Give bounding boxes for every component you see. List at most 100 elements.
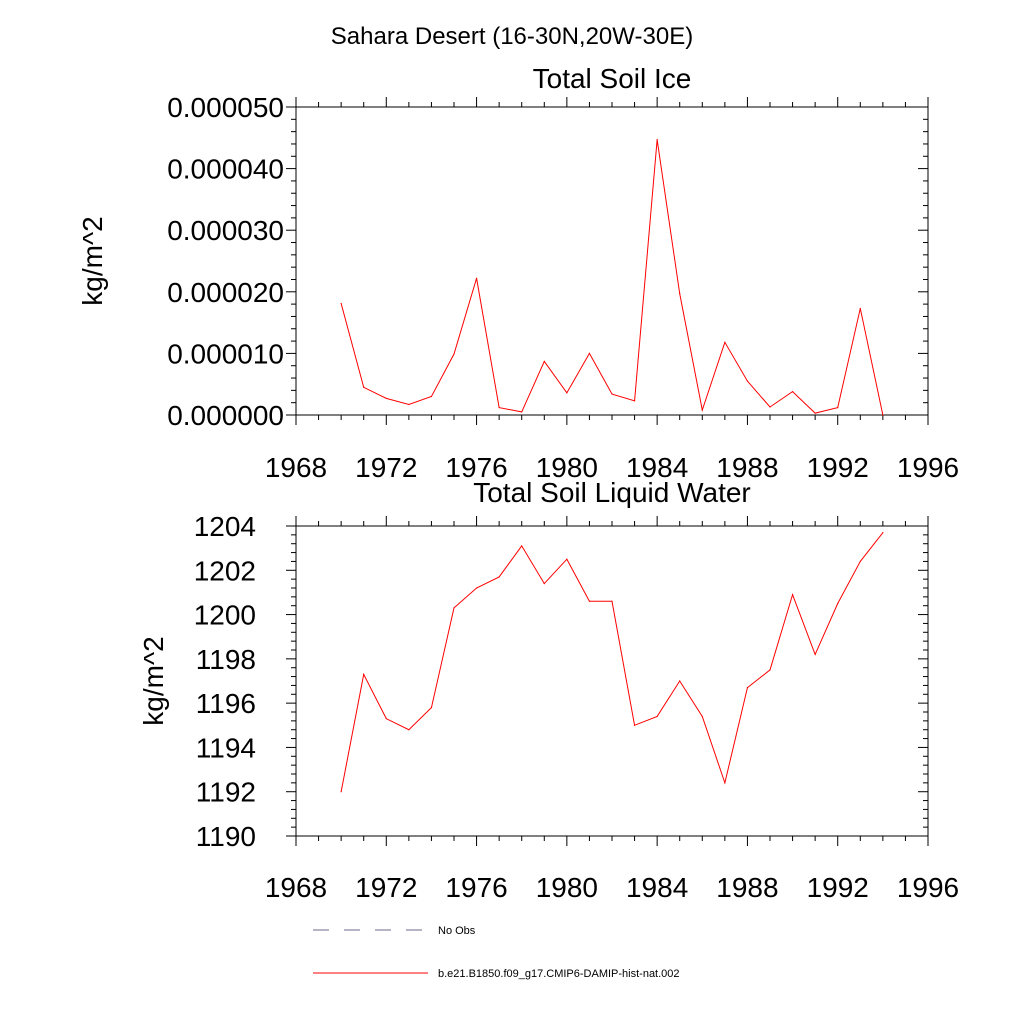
x-tick-label: 1980 [536, 452, 598, 483]
data-point [363, 673, 365, 675]
data-point [543, 582, 545, 585]
y-ticks [286, 525, 928, 837]
data-point [656, 139, 658, 141]
data-point [791, 594, 794, 596]
series-line [340, 139, 884, 416]
data-point [475, 587, 478, 589]
data-point [543, 360, 545, 363]
x-tick-label: 1968 [265, 872, 327, 903]
panel-title: Total Soil Liquid Water [473, 477, 751, 508]
y-tick-label: 1204 [194, 511, 256, 542]
x-tick-label: 1968 [265, 452, 327, 483]
data-point [814, 412, 816, 414]
x-tick-label: 1992 [807, 872, 869, 903]
series-line [340, 532, 884, 792]
x-tick-label: 1996 [897, 452, 959, 483]
legend-label-no-obs: No Obs [438, 925, 476, 937]
y-axis-label: kg/m^2 [77, 216, 108, 305]
data-point [633, 400, 636, 402]
data-point [633, 724, 636, 726]
data-point [385, 718, 387, 720]
data-point [588, 600, 591, 602]
x-tick-label: 1988 [716, 452, 778, 483]
data-point [701, 409, 703, 411]
series-points [340, 139, 884, 416]
y-tick-label: 0.000020 [167, 277, 284, 308]
data-point [408, 729, 410, 731]
data-point [408, 403, 410, 406]
x-tick-label: 1976 [445, 872, 507, 903]
x-tick-label: 1980 [536, 872, 598, 903]
x-tick-label: 1988 [716, 872, 778, 903]
legend-label-model: b.e21.B1850.f09_g17.CMIP6-DAMIP-hist-nat… [438, 968, 680, 980]
x-tick-label: 1984 [626, 452, 688, 483]
data-point [498, 407, 500, 409]
panel-total-soil-liquid-water: Total Soil Liquid Water kg/m^2 1968 1972 197… [138, 477, 959, 903]
data-point [701, 715, 703, 718]
data-point [837, 407, 839, 409]
data-point [837, 602, 839, 605]
data-point [679, 680, 681, 682]
panel-total-soil-ice: Total Soil Ice kg/m^2 1968 1972 1976 1980 1984… [77, 63, 959, 483]
data-point [724, 782, 726, 784]
y-axis-label: kg/m^2 [138, 636, 169, 725]
x-ticks [295, 516, 929, 846]
y-tick-label: 0.000050 [167, 92, 284, 123]
plot-frame [295, 525, 929, 837]
data-point [498, 576, 500, 578]
y-ticks [286, 106, 928, 416]
y-tick-label: 1196 [196, 688, 256, 719]
y-tick-label: 1190 [196, 821, 256, 852]
y-tick-label: 0.000030 [167, 215, 284, 246]
data-point [769, 669, 771, 671]
y-tick-label: 1202 [194, 555, 256, 586]
legend-item-model: b.e21.B1850.f09_g17.CMIP6-DAMIP-hist-nat… [313, 968, 680, 980]
data-point [453, 607, 455, 609]
data-point [814, 653, 816, 656]
data-point [611, 393, 613, 395]
x-ticks [295, 97, 929, 425]
data-point [453, 353, 455, 355]
data-point [882, 414, 884, 416]
data-point [340, 302, 342, 305]
y-tick-label: 1194 [196, 732, 256, 763]
data-point [521, 545, 523, 547]
legend-item-no-obs: No Obs [313, 925, 476, 937]
data-point [430, 395, 433, 398]
data-point [521, 411, 523, 413]
x-tick-label: 1976 [445, 452, 507, 483]
data-point [430, 706, 433, 709]
data-point [746, 380, 749, 382]
data-point [746, 687, 749, 689]
data-point [363, 386, 365, 388]
panel-title: Total Soil Ice [533, 63, 692, 94]
y-tick-label: 1198 [196, 644, 256, 675]
data-point [679, 293, 681, 295]
x-tick-label: 1972 [355, 872, 417, 903]
data-point [588, 352, 591, 354]
series-points [340, 532, 884, 793]
data-point [882, 532, 884, 534]
x-tick-label: 1972 [355, 452, 417, 483]
x-tick-label: 1992 [807, 452, 869, 483]
data-point [769, 406, 771, 408]
y-tick-label: 0.000040 [167, 154, 284, 185]
legend: No Obs b.e21.B1850.f09_g17.CMIP6-DAMIP-h… [313, 925, 680, 980]
data-point [859, 307, 861, 310]
y-tick-label: 0.000000 [167, 400, 284, 431]
x-tick-label: 1996 [897, 872, 959, 903]
data-point [475, 277, 478, 279]
data-point [611, 600, 613, 602]
figure-title: Sahara Desert (16-30N,20W-30E) [331, 23, 693, 50]
data-point [656, 715, 658, 718]
data-point [791, 390, 794, 393]
plot-frame [295, 106, 929, 416]
data-point [724, 341, 726, 343]
y-tick-label: 1200 [194, 600, 256, 631]
x-tick-label: 1984 [626, 872, 688, 903]
y-tick-label: 1192 [196, 777, 256, 808]
data-point [859, 560, 861, 563]
data-point [566, 392, 568, 394]
data-point [385, 397, 387, 399]
